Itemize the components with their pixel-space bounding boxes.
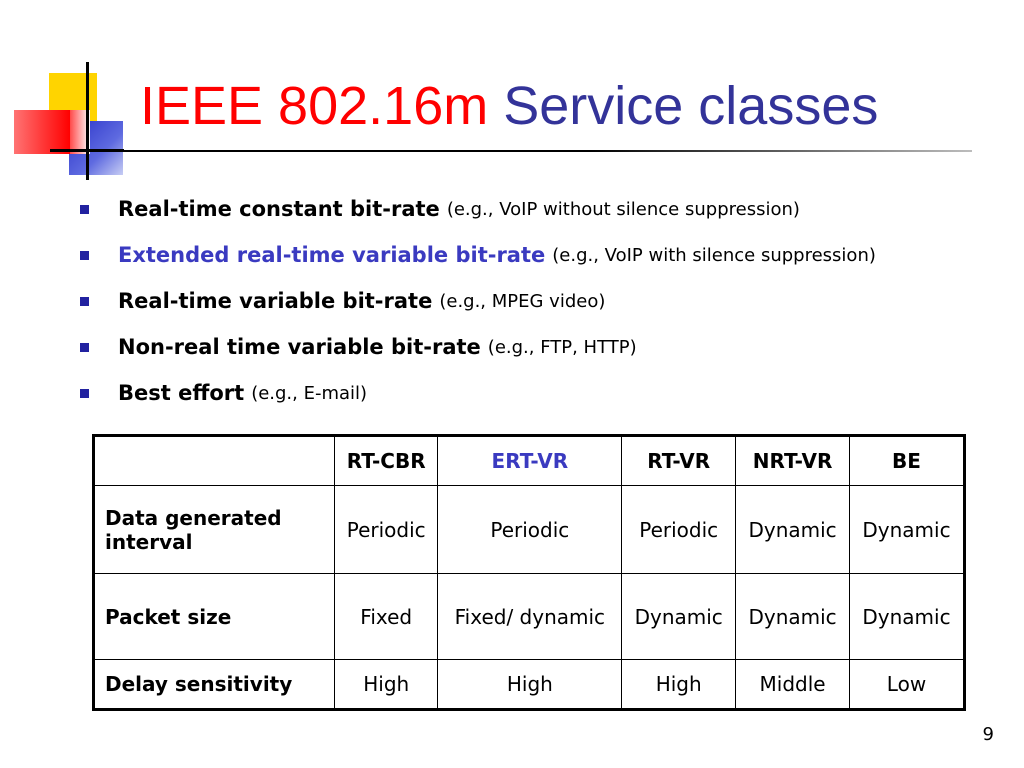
table-cell: Dynamic <box>735 485 850 574</box>
slide-title: IEEE 802.16m Service classes <box>140 70 878 142</box>
table-cell: Dynamic <box>848 573 966 660</box>
table-cell: Fixed/ dynamic <box>437 573 623 660</box>
column-header: ERT-VR <box>437 435 623 486</box>
table-cell: High <box>437 659 623 710</box>
title-part-blue: Service classes <box>503 76 879 136</box>
title-divider <box>122 150 972 152</box>
table-row: Data generated interval Periodic Periodi… <box>93 485 966 574</box>
bullet-example: (e.g., VoIP with silence suppression) <box>552 244 876 266</box>
bullet-item: Extended real-time variable bit-rate (e.… <box>80 232 876 278</box>
bullet-name: Best effort <box>118 381 245 405</box>
bullet-example: (e.g., FTP, HTTP) <box>487 336 637 358</box>
table-cell: Periodic <box>437 485 623 574</box>
row-header: Data generated interval <box>93 485 335 574</box>
table-corner-cell <box>93 435 335 486</box>
bullet-example: (e.g., VoIP without silence suppression) <box>446 198 800 220</box>
column-header: BE <box>848 435 966 486</box>
bullet-item: Real-time variable bit-rate (e.g., MPEG … <box>80 278 876 324</box>
table-cell: Middle <box>735 659 850 710</box>
table-cell: Dynamic <box>848 485 966 574</box>
bullet-name: Real-time constant bit-rate <box>118 197 440 221</box>
bullet-example: (e.g., MPEG video) <box>439 290 606 312</box>
bullet-square-icon <box>80 342 89 352</box>
row-header: Delay sensitivity <box>93 659 335 710</box>
bullet-example: (e.g., E-mail) <box>251 382 368 404</box>
table-header-row: RT-CBR ERT-VR RT-VR NRT-VR BE <box>93 435 966 486</box>
column-header: RT-CBR <box>333 435 439 486</box>
logo-vertical-line <box>86 62 89 180</box>
service-class-list: Real-time constant bit-rate (e.g., VoIP … <box>80 186 876 416</box>
table-row: Delay sensitivity High High High Middle … <box>93 659 966 710</box>
table-cell: Dynamic <box>621 573 737 660</box>
bullet-item: Best effort (e.g., E-mail) <box>80 370 876 416</box>
logo-red-bar <box>14 110 70 154</box>
table-cell: Periodic <box>621 485 737 574</box>
table-cell: Dynamic <box>735 573 850 660</box>
column-header: NRT-VR <box>735 435 850 486</box>
table-row: Packet size Fixed Fixed/ dynamic Dynamic… <box>93 573 966 660</box>
column-header: RT-VR <box>621 435 737 486</box>
bullet-name: Extended real-time variable bit-rate <box>118 243 546 267</box>
table-cell: Low <box>848 659 966 710</box>
table-cell: Periodic <box>333 485 439 574</box>
logo-horizontal-line <box>50 149 124 152</box>
page-number: 9 <box>982 724 994 745</box>
logo-red-fade <box>70 110 90 154</box>
slide-logo <box>0 0 150 190</box>
title-part-red: IEEE 802.16m <box>140 76 489 136</box>
service-class-table: RT-CBR ERT-VR RT-VR NRT-VR BE Data gener… <box>92 434 966 711</box>
bullet-square-icon <box>80 204 89 214</box>
bullet-item: Real-time constant bit-rate (e.g., VoIP … <box>80 186 876 232</box>
bullet-name: Non-real time variable bit-rate <box>118 335 481 359</box>
bullet-name: Real-time variable bit-rate <box>118 289 433 313</box>
table-cell: High <box>621 659 737 710</box>
bullet-item: Non-real time variable bit-rate (e.g., F… <box>80 324 876 370</box>
table-cell: High <box>333 659 439 710</box>
table-cell: Fixed <box>333 573 439 660</box>
row-header: Packet size <box>93 573 335 660</box>
bullet-square-icon <box>80 388 89 398</box>
bullet-square-icon <box>80 250 89 260</box>
bullet-square-icon <box>80 296 89 306</box>
